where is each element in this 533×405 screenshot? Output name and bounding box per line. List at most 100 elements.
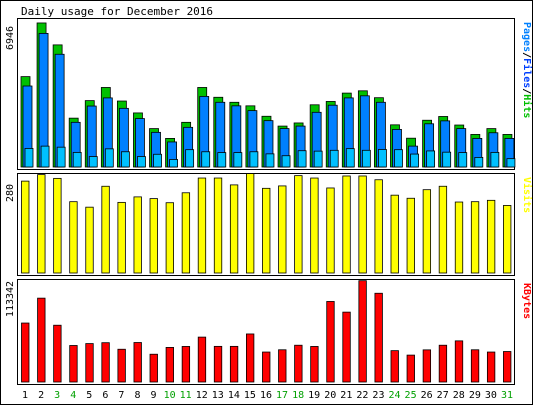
bar-visits-day-25 xyxy=(406,197,415,274)
bar-pages-day-15 xyxy=(249,151,259,168)
panel-series-label: Pages/Files/Hits xyxy=(521,22,533,118)
bar-pages-day-8 xyxy=(137,156,146,168)
bar-visits-day-9 xyxy=(149,198,158,274)
bar-visits-day-16 xyxy=(262,187,271,274)
series-label-part: / xyxy=(521,52,532,58)
series-label-part: Visits xyxy=(521,177,533,213)
bar-visits-day-24 xyxy=(390,194,399,274)
bar-pages-day-22 xyxy=(361,149,371,168)
x-tick-label-day-18: 18 xyxy=(292,390,304,401)
bar-visits-day-11 xyxy=(181,192,191,274)
x-tick-label-day-28: 28 xyxy=(453,390,465,401)
bar-kbytes-day-25 xyxy=(406,354,415,383)
x-tick-label-day-15: 15 xyxy=(244,390,256,401)
panel-frame xyxy=(17,279,515,385)
bar-kbytes-day-23 xyxy=(374,292,383,383)
bar-kbytes-day-5 xyxy=(85,343,94,383)
panel-kbytes: 113342 KBytes xyxy=(5,279,532,385)
x-tick-label-day-13: 13 xyxy=(212,390,224,401)
x-tick-label-day-9: 9 xyxy=(151,390,157,401)
bar-visits-day-6 xyxy=(101,185,110,274)
bar-pages-day-3 xyxy=(56,146,66,168)
bar-kbytes-day-20 xyxy=(326,301,335,383)
bar-kbytes-day-9 xyxy=(149,353,158,383)
x-tick-label-day-20: 20 xyxy=(324,390,336,401)
bar-pages-day-31 xyxy=(506,158,516,168)
x-tick-label-day-29: 29 xyxy=(469,390,481,401)
bar-pages-day-20 xyxy=(329,149,339,168)
chart-title: Daily usage for December 2016 xyxy=(21,5,213,18)
bar-visits-day-5 xyxy=(85,206,94,274)
x-tick-label-day-21: 21 xyxy=(340,390,352,401)
x-tick-label-day-19: 19 xyxy=(308,390,320,401)
bar-pages-day-25 xyxy=(410,153,419,168)
bar-visits-day-21 xyxy=(342,175,351,274)
x-tick-label-day-12: 12 xyxy=(196,390,208,401)
x-tick-label-day-2: 2 xyxy=(38,390,44,401)
x-tick-label-day-10: 10 xyxy=(164,390,176,401)
panel-max-label: 280 xyxy=(5,184,16,202)
x-tick-label-day-17: 17 xyxy=(276,390,288,401)
x-tick-label-day-1: 1 xyxy=(22,390,28,401)
panel-visits: 280 Visits xyxy=(5,173,533,276)
bar-visits-day-7 xyxy=(117,201,126,274)
bar-visits-day-2 xyxy=(37,174,46,274)
bar-visits-day-3 xyxy=(53,177,62,274)
bar-visits-day-10 xyxy=(165,202,174,274)
bar-pages-day-16 xyxy=(265,153,275,168)
bar-kbytes-day-3 xyxy=(53,324,62,383)
bar-pages-day-7 xyxy=(120,151,130,168)
bar-pages-day-23 xyxy=(378,149,387,168)
bar-visits-day-26 xyxy=(422,189,432,274)
bar-kbytes-day-4 xyxy=(69,345,78,383)
bar-visits-day-14 xyxy=(229,184,239,274)
bar-pages-day-26 xyxy=(426,150,436,168)
bar-visits-day-29 xyxy=(470,201,480,274)
bar-visits-day-27 xyxy=(438,185,448,274)
bar-kbytes-day-17 xyxy=(278,349,287,383)
bar-pages-day-19 xyxy=(313,150,323,168)
bar-pages-day-5 xyxy=(88,156,98,168)
bar-kbytes-day-12 xyxy=(197,336,207,383)
bar-kbytes-day-31 xyxy=(503,351,512,383)
bar-pages-day-10 xyxy=(169,159,178,168)
panel-frame xyxy=(17,173,515,276)
bar-kbytes-day-15 xyxy=(246,333,255,383)
bar-kbytes-day-19 xyxy=(310,346,319,383)
x-tick-label-day-11: 11 xyxy=(180,390,192,401)
bar-kbytes-day-18 xyxy=(294,344,303,383)
bar-kbytes-day-28 xyxy=(454,340,464,383)
bar-visits-day-19 xyxy=(310,177,319,274)
series-label-part: Files xyxy=(521,58,533,88)
panel-frame xyxy=(17,18,515,170)
bar-kbytes-day-26 xyxy=(422,349,432,383)
x-tick-label-day-31: 31 xyxy=(501,390,513,401)
bar-pages-day-4 xyxy=(72,151,82,168)
series-label-part: Pages xyxy=(521,22,532,52)
bar-visits-day-28 xyxy=(454,201,464,274)
bar-kbytes-day-8 xyxy=(133,342,142,383)
bar-pages-day-11 xyxy=(185,149,195,168)
bar-kbytes-day-6 xyxy=(101,342,110,383)
bar-pages-day-21 xyxy=(345,148,355,168)
x-tick-label-day-24: 24 xyxy=(388,390,400,401)
x-tick-label-day-3: 3 xyxy=(54,390,60,401)
bar-visits-day-30 xyxy=(486,199,496,274)
bar-pages-day-29 xyxy=(474,156,484,168)
series-label-part: / xyxy=(521,88,532,94)
bar-pages-day-24 xyxy=(394,149,403,168)
bar-kbytes-day-22 xyxy=(358,280,367,383)
bar-visits-day-1 xyxy=(21,180,30,274)
bar-kbytes-day-16 xyxy=(262,351,271,383)
bar-pages-day-14 xyxy=(233,152,243,168)
bar-pages-day-17 xyxy=(281,155,291,168)
x-tick-label-day-26: 26 xyxy=(421,390,433,401)
bar-visits-day-22 xyxy=(358,175,367,274)
x-tick-label-day-30: 30 xyxy=(485,390,497,401)
panel-max-label: 113342 xyxy=(5,281,16,317)
bar-kbytes-day-14 xyxy=(229,345,239,383)
bar-pages-day-2 xyxy=(40,145,50,168)
bar-visits-day-23 xyxy=(374,179,383,274)
